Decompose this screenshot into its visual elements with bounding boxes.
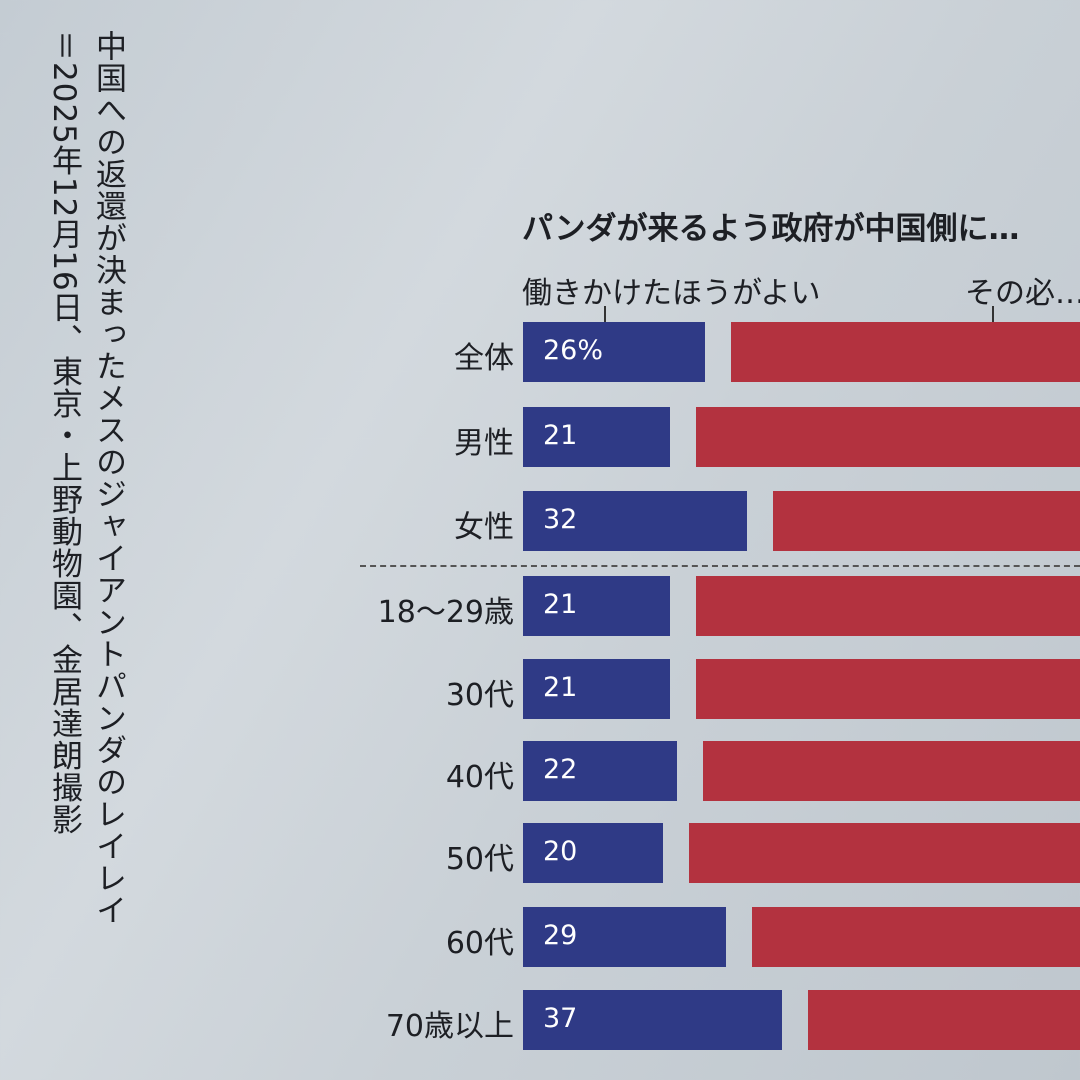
- bar-value-label: 32: [543, 504, 578, 535]
- bar-favor: [523, 576, 670, 636]
- photo-caption-line-2: ＝2025年12月16日、東京・上野動物園、金居達朗撮影: [46, 30, 82, 836]
- bar-favor: [523, 322, 705, 382]
- bar-unnecessary: [696, 407, 1080, 467]
- bar-value-label: 21: [543, 672, 578, 703]
- bar-favor: [523, 990, 782, 1050]
- bar-unnecessary: [752, 907, 1080, 967]
- category-label: 40代: [445, 760, 514, 795]
- bar-value-label: 37: [543, 1003, 578, 1034]
- bar-value-label: 21: [543, 420, 578, 451]
- bar-unnecessary: [731, 322, 1080, 382]
- category-label: 60代: [445, 926, 514, 961]
- category-label: 70歳以上: [385, 1009, 514, 1044]
- category-label: 全体: [454, 341, 514, 376]
- bar-value-label: 26%: [543, 335, 604, 366]
- bar-value-label: 20: [543, 836, 578, 867]
- category-label: 男性: [454, 426, 514, 461]
- bar-unnecessary: [696, 659, 1080, 719]
- photo-caption-line-1: 中国への返還が決まったメスのジャイアントパンダのレイレイ: [90, 30, 126, 926]
- bar-unnecessary: [689, 823, 1080, 883]
- category-label: 30代: [445, 678, 514, 713]
- bar-unnecessary: [696, 576, 1080, 636]
- bar-favor: [523, 907, 726, 967]
- bar-favor: [523, 659, 670, 719]
- category-label: 18〜29歳: [377, 595, 514, 630]
- category-label: 女性: [454, 510, 514, 545]
- legend-unnecessary: その必…: [965, 276, 1080, 311]
- bar-favor: [523, 823, 663, 883]
- bar-value-label: 22: [543, 754, 578, 785]
- chart-title: パンダが来るよう政府が中国側に…: [522, 211, 1020, 247]
- bar-favor: [523, 407, 670, 467]
- category-label: 50代: [445, 842, 514, 877]
- bar-value-label: 29: [543, 920, 578, 951]
- bar-unnecessary: [703, 741, 1080, 801]
- legend-favor: 働きかけたほうがよい: [522, 276, 821, 311]
- bar-value-label: 21: [543, 589, 578, 620]
- bar-unnecessary: [773, 491, 1080, 551]
- bar-favor: [523, 491, 747, 551]
- group-separator: [360, 565, 1080, 567]
- legend-tick-favor: [604, 306, 606, 328]
- bar-unnecessary: [808, 990, 1080, 1050]
- legend-tick-unnecessary: [992, 306, 994, 328]
- bar-favor: [523, 741, 677, 801]
